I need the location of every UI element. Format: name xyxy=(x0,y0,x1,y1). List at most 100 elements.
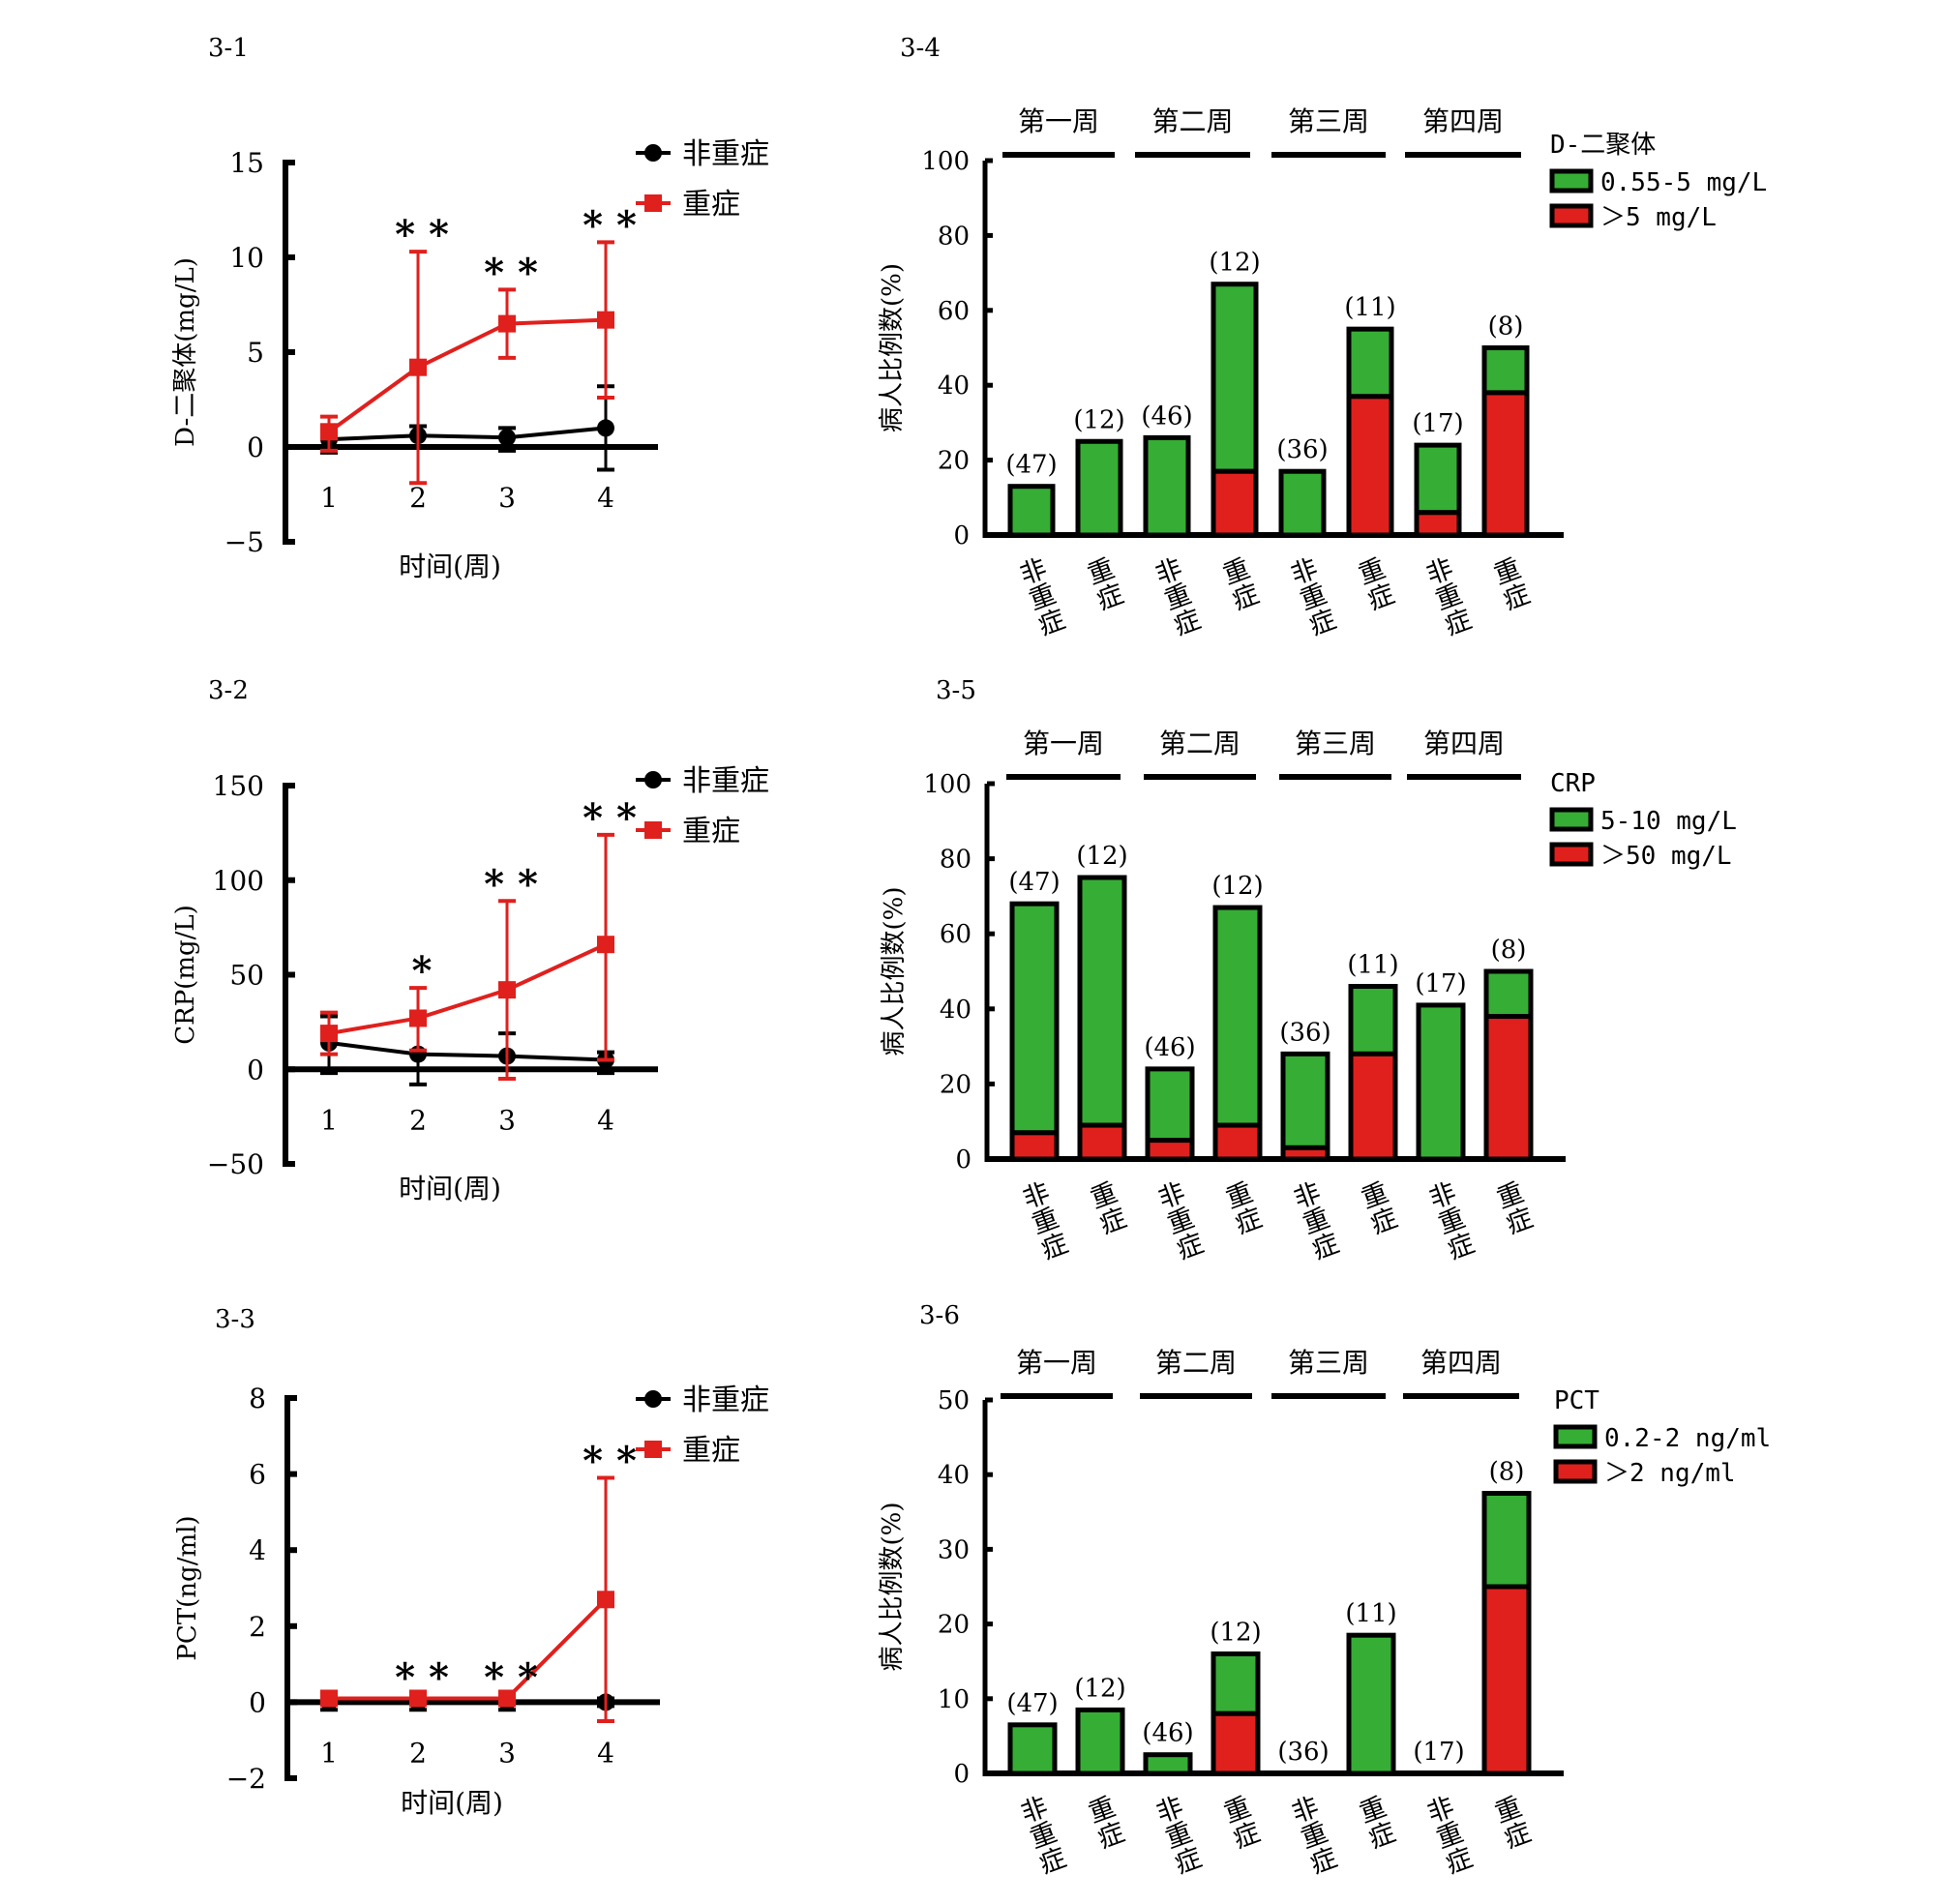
bar-n-label: (8) xyxy=(1489,1458,1525,1487)
data-point xyxy=(498,429,516,447)
bar-segment-green xyxy=(1075,1707,1125,1776)
y-tick-label: 0 xyxy=(953,1760,970,1789)
bar-n-label: (46) xyxy=(1142,1719,1193,1748)
bar-segment-green xyxy=(1007,484,1056,538)
category-label: 非重症 xyxy=(1154,1177,1208,1265)
category-label: 非重症 xyxy=(1425,1177,1479,1265)
bar-n-label: (36) xyxy=(1279,1018,1330,1047)
bar-segment-green xyxy=(1075,438,1123,538)
bar-n-label: (36) xyxy=(1277,1738,1329,1767)
data-point xyxy=(597,1591,614,1609)
legend-label: 非重症 xyxy=(682,137,769,171)
category-label: 非重症 xyxy=(1423,1792,1477,1880)
y-tick-label: −50 xyxy=(207,1148,264,1180)
legend-marker xyxy=(644,194,662,212)
panel-label: 3-3 xyxy=(215,1305,255,1334)
category-label: 非重症 xyxy=(1152,1792,1206,1880)
bar-n-label: (47) xyxy=(1008,868,1060,897)
series-line xyxy=(328,942,607,1036)
y-tick-label: 20 xyxy=(940,1070,972,1099)
x-tick-label: 2 xyxy=(409,1104,427,1136)
y-tick-label: 150 xyxy=(213,770,264,802)
y-tick-label: 6 xyxy=(249,1459,266,1491)
bar-n-label: (11) xyxy=(1347,951,1398,980)
data-point xyxy=(498,981,516,999)
bar-segment-green xyxy=(1211,282,1259,474)
category-label: 重症 xyxy=(1491,1792,1536,1855)
y-tick-label: 0 xyxy=(953,521,970,550)
bar-segment-red xyxy=(1077,1122,1127,1162)
y-tick-label: 40 xyxy=(938,1461,970,1490)
bar-panel-3-5: 3-5 第一周 第二周 第三周 第四周 0 20 40 60 80 100 病人比例数(%) (47) 非… xyxy=(880,676,1737,1265)
panel-label: 3-4 xyxy=(900,34,941,63)
y-tick-label: 30 xyxy=(938,1535,970,1564)
bar-panel-3-4: 3-4 第一周 第二周 第三周 第四周 0 20 40 60 80 100 病人比例数(%) (47) 非… xyxy=(878,34,1767,641)
x-tick-label: 1 xyxy=(320,1104,338,1136)
week-label: 第四周 xyxy=(1423,728,1505,759)
legend-label: 0.2-2 ng/ml xyxy=(1604,1424,1771,1453)
y-axis-title: 病人比例数(%) xyxy=(878,263,907,432)
bar-n-label: (12) xyxy=(1210,1618,1261,1647)
category-label: 重症 xyxy=(1222,1177,1267,1240)
bar-n-label: (12) xyxy=(1074,1674,1125,1703)
y-tick-label: 0 xyxy=(249,1686,266,1718)
data-point xyxy=(409,1009,427,1027)
category-label: 重症 xyxy=(1087,1177,1131,1240)
legend-marker xyxy=(644,821,662,839)
x-axis-title: 时间(周) xyxy=(399,550,501,582)
x-tick-label: 3 xyxy=(498,1104,516,1136)
y-tick-label: 0 xyxy=(955,1145,972,1175)
y-tick-label: 50 xyxy=(229,960,264,992)
series-severe xyxy=(320,1475,614,1724)
bar-segment-green xyxy=(1007,1722,1058,1776)
bar-segment-red xyxy=(1211,468,1259,538)
legend-swatch xyxy=(1549,168,1594,193)
bar-segment-red xyxy=(1145,1138,1195,1162)
bar-n-label: (46) xyxy=(1144,1033,1195,1062)
bar-segment-green xyxy=(1481,345,1530,396)
bar-segment-green xyxy=(1009,901,1060,1136)
bar-n-label: (17) xyxy=(1415,969,1466,998)
category-label: 非重症 xyxy=(1151,553,1205,641)
y-tick-label: 20 xyxy=(938,1611,970,1640)
significance-marker: * * xyxy=(484,250,538,295)
panel-label: 3-1 xyxy=(208,34,249,63)
panel-label: 3-5 xyxy=(936,676,976,705)
bar-segment-red xyxy=(1414,510,1462,538)
y-tick-label: 80 xyxy=(940,846,972,875)
category-label: 重症 xyxy=(1493,1177,1538,1240)
legend-marker xyxy=(644,771,662,788)
bar-segment-red xyxy=(1481,390,1530,538)
category-label: 重症 xyxy=(1219,553,1264,616)
y-axis-title: CRP(mg/L) xyxy=(171,905,200,1045)
bar-segment-green xyxy=(1416,1002,1466,1162)
category-label: 重症 xyxy=(1084,553,1128,616)
bar-n-label: (47) xyxy=(1006,1689,1058,1718)
bar-n-label: (17) xyxy=(1413,1738,1464,1767)
legend-title: CRP xyxy=(1550,769,1596,798)
week-label: 第一周 xyxy=(1023,728,1104,759)
category-label: 非重症 xyxy=(1287,553,1340,641)
bar-segment-red xyxy=(1211,1711,1261,1776)
bar-segment-red xyxy=(1348,1051,1398,1162)
week-label: 第三周 xyxy=(1295,728,1376,759)
bar-segment-green xyxy=(1481,1491,1532,1590)
week-label: 第三周 xyxy=(1288,1347,1369,1379)
data-point xyxy=(597,311,614,329)
legend-title: D-二聚体 xyxy=(1550,131,1656,160)
bar-n-label: (8) xyxy=(1491,936,1527,965)
data-point xyxy=(498,314,516,333)
y-tick-label: 100 xyxy=(213,865,264,897)
bar-segment-green xyxy=(1211,1651,1261,1716)
y-tick-label: 8 xyxy=(249,1383,266,1414)
panel-label: 3-2 xyxy=(208,676,249,705)
legend-marker xyxy=(644,1390,662,1408)
week-label: 第三周 xyxy=(1288,105,1369,137)
y-tick-label: 100 xyxy=(923,770,972,799)
bar-n-label: (36) xyxy=(1276,435,1328,464)
bar-n-label: (17) xyxy=(1412,409,1463,438)
data-point xyxy=(320,423,338,441)
x-axis-title: 时间(周) xyxy=(401,1787,503,1819)
series-severe xyxy=(320,240,614,486)
legend-marker xyxy=(644,144,662,162)
